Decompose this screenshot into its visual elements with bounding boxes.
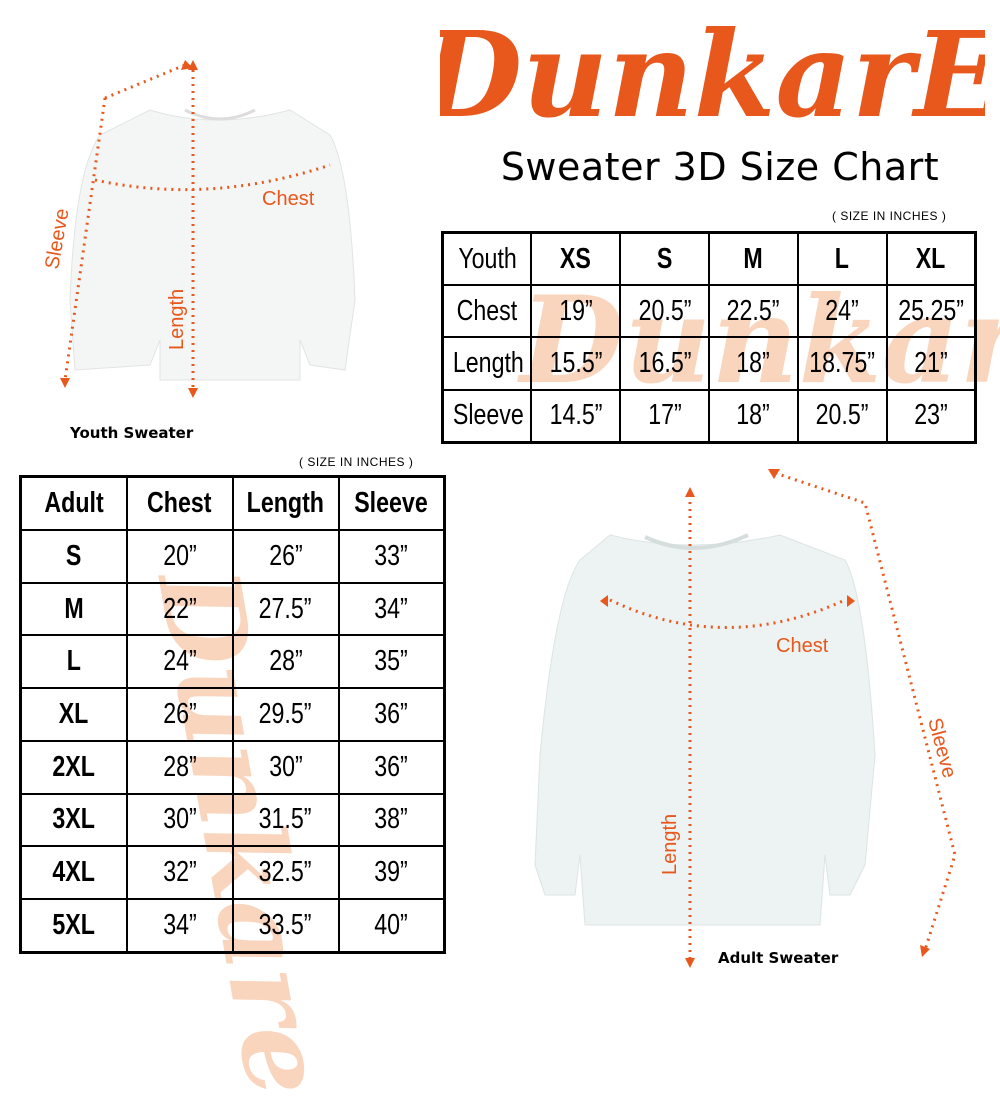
col-header: Youth (457, 242, 517, 275)
row-header: M (64, 592, 84, 625)
youth-unit-note: ( SIZE IN INCHES ) (832, 209, 947, 223)
page-title: Sweater 3D Size Chart (500, 145, 940, 189)
youth-chest-label: Chest (262, 188, 315, 210)
table-row: Length 15.5” 16.5” 18” 18.75” 21” (441, 336, 977, 391)
table-header-row: Adult Chest Length Sleeve (19, 475, 446, 531)
cell: 29.5” (259, 697, 312, 730)
adult-sleeve-label: Sleeve (923, 716, 960, 781)
adult-size-table: Adult Chest Length Sleeve S 20” 26” 33” M 22”… (19, 475, 446, 954)
adult-sweater-image: Chest Length Sleeve (534, 469, 960, 968)
youth-length-label: Length (166, 289, 188, 350)
cell: 20” (162, 539, 197, 572)
cell: 36” (374, 697, 409, 730)
cell: 33.5” (259, 909, 312, 941)
col-header: Adult (44, 486, 104, 519)
cell: 38” (374, 803, 409, 836)
row-header: Length (452, 347, 524, 380)
row-header: S (66, 539, 82, 572)
cell: 18” (736, 399, 771, 432)
col-header: Sleeve (354, 486, 429, 519)
cell: 30” (162, 803, 197, 836)
cell: 30” (268, 750, 303, 783)
cell: 17” (647, 399, 682, 432)
cell: 24” (825, 294, 859, 327)
table-row: Chest 19” 20.5” 22.5” 24” 25.25” (441, 284, 977, 339)
adult-length-label: Length (659, 814, 681, 875)
cell: 15.5” (549, 347, 603, 380)
cell: 22.5” (726, 294, 780, 327)
youth-caption: Youth Sweater (70, 424, 194, 442)
cell: 25.25” (897, 294, 964, 327)
adult-caption: Adult Sweater (718, 949, 839, 967)
row-header: Sleeve (452, 399, 524, 432)
cell: 40” (374, 909, 409, 941)
cell: 23” (914, 399, 948, 432)
row-header: XL (58, 697, 89, 730)
youth-size-table: Youth XS S M L XL Chest 19” 20.5” 22.5” … (441, 231, 977, 444)
cell: 28” (162, 750, 197, 783)
table-row: 2XL 28” 30” 36” (19, 739, 446, 795)
table-row: 5XL 34” 33.5” 40” (19, 898, 446, 954)
cell: 20.5” (815, 399, 869, 432)
cell: 34” (162, 909, 197, 941)
table-header-row: Youth XS S M L XL (441, 231, 977, 287)
cell: 18.75” (809, 347, 876, 380)
cell: 21” (914, 347, 948, 380)
logo-text: DunkarE (440, 8, 985, 143)
row-header: Chest (456, 294, 518, 327)
row-header: 5XL (52, 909, 96, 941)
cell: 27.5” (259, 592, 312, 625)
col-header: M (743, 242, 764, 275)
cell: 31.5” (259, 803, 312, 836)
table-row: Sleeve 14.5” 17” 18” 20.5” 23” (441, 388, 977, 444)
col-header: Length (246, 486, 325, 519)
cell: 24” (162, 645, 197, 678)
cell: 26” (268, 539, 303, 572)
adult-unit-note: ( SIZE IN INCHES ) (299, 455, 414, 469)
brand-logo: DunkarE (440, 8, 985, 143)
row-header: 3XL (52, 803, 96, 836)
table-row: 4XL 32” 32.5” 39” (19, 845, 446, 900)
table-row: S 20” 26” 33” (19, 528, 446, 584)
cell: 28” (268, 645, 303, 678)
cell: 33” (374, 539, 409, 572)
cell: 20.5” (638, 294, 692, 327)
cell: 14.5” (549, 399, 603, 432)
cell: 36” (374, 750, 409, 783)
table-row: L 24” 28” 35” (19, 634, 446, 690)
col-header: S (656, 242, 673, 275)
adult-chest-label: Chest (776, 635, 829, 657)
cell: 34” (374, 592, 409, 625)
cell: 26” (162, 697, 197, 730)
cell: 39” (374, 856, 409, 889)
cell: 32.5” (259, 856, 312, 889)
youth-sleeve-label: Sleeve (41, 207, 73, 271)
cell: 22” (162, 592, 197, 625)
col-header: XS (560, 242, 592, 275)
row-header: 4XL (52, 856, 96, 889)
col-header: Chest (147, 486, 212, 519)
cell: 19” (558, 294, 593, 327)
table-row: 3XL 30” 31.5” 38” (19, 792, 446, 848)
row-header: 2XL (52, 750, 96, 783)
row-header: L (66, 645, 81, 678)
cell: 16.5” (638, 347, 692, 380)
table-row: M 22” 27.5” 34” (19, 581, 446, 637)
youth-sweater-image: Chest Length Sleeve (41, 60, 356, 398)
cell: 32” (162, 856, 197, 889)
cell: 18” (736, 347, 771, 380)
col-header: XL (915, 242, 946, 275)
cell: 35” (374, 645, 409, 678)
col-header: L (835, 242, 850, 275)
table-row: XL 26” 29.5” 36” (19, 687, 446, 742)
